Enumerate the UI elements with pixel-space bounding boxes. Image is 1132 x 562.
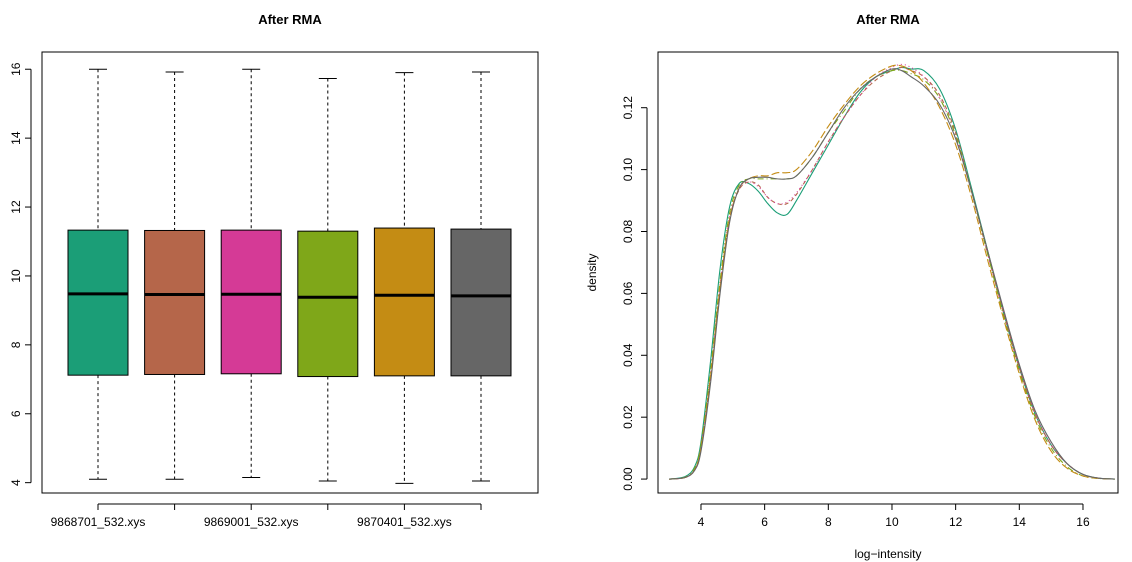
box-iqr: [220, 229, 282, 375]
y-tick-label: 12: [9, 200, 23, 214]
density-series-line-5: [669, 64, 1115, 480]
x-tick-label: 9870401_532.xys: [357, 515, 452, 529]
y-tick-label: 0.00: [621, 467, 635, 491]
x-axis-label: log−intensity: [854, 547, 921, 561]
x-tick-label: 4: [698, 515, 705, 529]
plot-frame: [41, 51, 539, 494]
density-series-line-1: [669, 66, 1115, 480]
box-iqr: [450, 228, 512, 377]
plot-frame: [657, 51, 1119, 494]
y-tick-label: 8: [9, 341, 23, 348]
x-tick-label: 9868701_532.xys: [51, 515, 146, 529]
x-tick-label: 14: [1013, 515, 1027, 529]
y-tick-label: 0.04: [621, 343, 635, 367]
density-series-line-6: [669, 68, 1115, 480]
y-tick-label: 0.12: [621, 96, 635, 120]
x-tick-label: 6: [761, 515, 768, 529]
y-tick-label: 16: [9, 62, 23, 76]
x-tick-label: 12: [949, 515, 963, 529]
y-tick-label: 0.10: [621, 158, 635, 182]
boxplot-chart: After RMA 4 6 8 10 12 14 16 9868701_532.xys 98690…: [9, 12, 539, 529]
chart-title: After RMA: [856, 12, 920, 27]
y-axis-label: density: [585, 253, 599, 291]
density-chart: After RMA 0.00 0.02 0.04 0.06 0.08 0.10 0.12 den…: [585, 12, 1119, 561]
box-iqr: [67, 229, 129, 376]
box-iqr: [297, 230, 359, 378]
y-tick-label: 0.02: [621, 405, 635, 429]
y-tick-label: 0.08: [621, 219, 635, 243]
density-series-line-2: [669, 66, 1115, 480]
box-iqr: [144, 229, 206, 375]
y-tick-label: 14: [9, 131, 23, 145]
y-tick-label: 6: [9, 410, 23, 417]
y-tick-label: 0.06: [621, 281, 635, 305]
x-tick-label: 9869001_532.xys: [204, 515, 299, 529]
density-series-line-4: [669, 69, 1115, 480]
x-tick-label: 8: [825, 515, 832, 529]
y-tick-label: 4: [9, 479, 23, 486]
x-tick-label: 16: [1076, 515, 1090, 529]
density-series-line-3: [669, 63, 1115, 480]
box-iqr: [373, 227, 435, 377]
x-tick-label: 10: [885, 515, 899, 529]
y-tick-label: 10: [9, 269, 23, 283]
chart-title: After RMA: [258, 12, 322, 27]
